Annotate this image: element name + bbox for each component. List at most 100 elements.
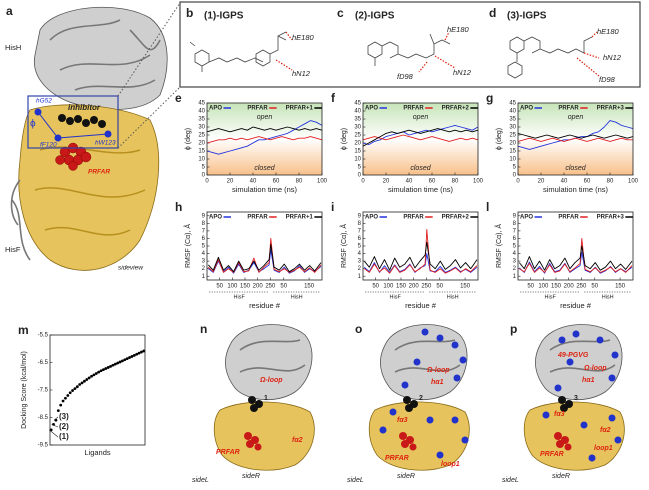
label: ϕ bbox=[30, 119, 36, 130]
legend-label: PRFAR bbox=[247, 215, 268, 221]
plot-frame bbox=[362, 102, 479, 176]
residue-label: hN12 bbox=[603, 53, 622, 62]
point bbox=[68, 391, 72, 395]
span-label: HisH bbox=[447, 294, 459, 300]
panel-b: b (1)-IGPS hE180 hN12 bbox=[186, 6, 315, 78]
x-tick-label: 80 bbox=[452, 179, 459, 185]
ligand-spheres bbox=[248, 396, 263, 412]
series-line bbox=[207, 237, 322, 273]
legend-label: PRFAR+1 bbox=[286, 215, 314, 221]
annotation: closed bbox=[565, 165, 586, 172]
label: fα3 bbox=[397, 417, 408, 424]
point bbox=[125, 357, 129, 361]
series-line bbox=[363, 253, 478, 273]
legend-label: PRFAR bbox=[403, 215, 424, 221]
residue-spheres bbox=[542, 330, 622, 462]
point bbox=[111, 363, 115, 367]
x-tick-label: 100 bbox=[473, 179, 484, 185]
point bbox=[109, 364, 112, 368]
hish-structure bbox=[225, 324, 313, 401]
point bbox=[102, 368, 105, 372]
chart: m -9.5 -8.5 -7.5 -6.5 -5.5 (3)(2)(1) Ligands Doc… bbox=[18, 323, 146, 457]
residue-label: fD98 bbox=[599, 75, 616, 84]
point bbox=[130, 355, 134, 358]
point bbox=[123, 358, 127, 362]
point bbox=[61, 399, 65, 403]
x-tick-label: 20 bbox=[227, 179, 234, 185]
y-tick-label: 15 bbox=[198, 149, 205, 155]
x-tick-label: 50 bbox=[591, 284, 598, 290]
x-tick-label: 20 bbox=[538, 179, 545, 185]
label: sideR bbox=[552, 473, 570, 480]
label: loop1 bbox=[441, 461, 460, 468]
series-line bbox=[207, 244, 322, 273]
hisf-structure bbox=[18, 104, 160, 271]
hish-structure bbox=[380, 324, 468, 401]
point bbox=[80, 381, 84, 385]
label: Ω-loop bbox=[583, 365, 607, 372]
series-line bbox=[206, 136, 323, 144]
x-tick-label: 250 bbox=[421, 284, 432, 290]
point bbox=[140, 350, 143, 354]
x-tick-label: 150 bbox=[396, 284, 407, 290]
x-tick-label: 60 bbox=[584, 179, 591, 185]
x-axis-label: simulation time (ns) bbox=[232, 185, 298, 194]
series-line bbox=[206, 120, 323, 155]
point bbox=[73, 387, 77, 391]
annotation: open bbox=[413, 114, 429, 121]
label: loop1 bbox=[594, 445, 613, 452]
structures-box bbox=[179, 1, 641, 88]
x-tick-label: 100 bbox=[538, 284, 549, 290]
label: fα3 bbox=[554, 411, 565, 418]
point bbox=[106, 366, 110, 369]
y-tick-label: 40 bbox=[509, 109, 516, 115]
label: fα2 bbox=[292, 437, 303, 444]
panel-label: g bbox=[486, 91, 493, 105]
series-line bbox=[518, 245, 633, 271]
label: Ω-loop bbox=[259, 377, 283, 384]
y-tick-label: 10 bbox=[509, 157, 516, 163]
panel-label: o bbox=[355, 322, 362, 336]
series-line bbox=[363, 241, 478, 271]
y-tick-label: 10 bbox=[198, 157, 205, 163]
y-tick-label: 3 bbox=[358, 259, 362, 265]
y-tick-label: 5 bbox=[202, 165, 206, 171]
point bbox=[59, 403, 63, 407]
label: 2 bbox=[419, 395, 423, 402]
legend-label: PRFAR bbox=[247, 106, 268, 112]
x-tick-label: 150 bbox=[551, 284, 562, 290]
point bbox=[142, 349, 146, 353]
y-tick-label: 30 bbox=[509, 125, 516, 131]
legend-label: PRFAR+3 bbox=[597, 215, 625, 221]
loop bbox=[10, 179, 31, 261]
label: PRFAR bbox=[88, 169, 110, 176]
point bbox=[113, 362, 117, 366]
label: fF120 bbox=[40, 142, 57, 149]
y-tick-label: 0 bbox=[358, 173, 362, 179]
annotation-pointer bbox=[53, 416, 59, 421]
prfar-spheres bbox=[55, 142, 92, 171]
hisf-structure bbox=[368, 401, 470, 471]
x-tick-label: 150 bbox=[304, 284, 315, 290]
molecule bbox=[189, 31, 287, 72]
point bbox=[116, 361, 120, 365]
y-tick-label: 1 bbox=[358, 274, 362, 280]
residue-label: fD98 bbox=[397, 72, 414, 81]
angle-lines bbox=[37, 111, 109, 139]
point bbox=[90, 374, 93, 378]
series-line bbox=[208, 249, 322, 274]
y-tick-label: 20 bbox=[509, 141, 516, 147]
residue-label: hE180 bbox=[292, 33, 315, 42]
y-tick-label: 6 bbox=[513, 236, 517, 242]
panel-label: d bbox=[489, 6, 496, 20]
label: hG52 bbox=[36, 98, 52, 105]
y-tick-label: 4 bbox=[202, 251, 206, 257]
label: sideR bbox=[397, 473, 415, 480]
zoom-box bbox=[27, 95, 119, 149]
x-tick-label: 150 bbox=[460, 284, 471, 290]
point bbox=[94, 372, 98, 375]
residue-label: hN12 bbox=[453, 68, 472, 77]
plot-background bbox=[518, 103, 633, 175]
ligand-spheres bbox=[558, 396, 573, 412]
